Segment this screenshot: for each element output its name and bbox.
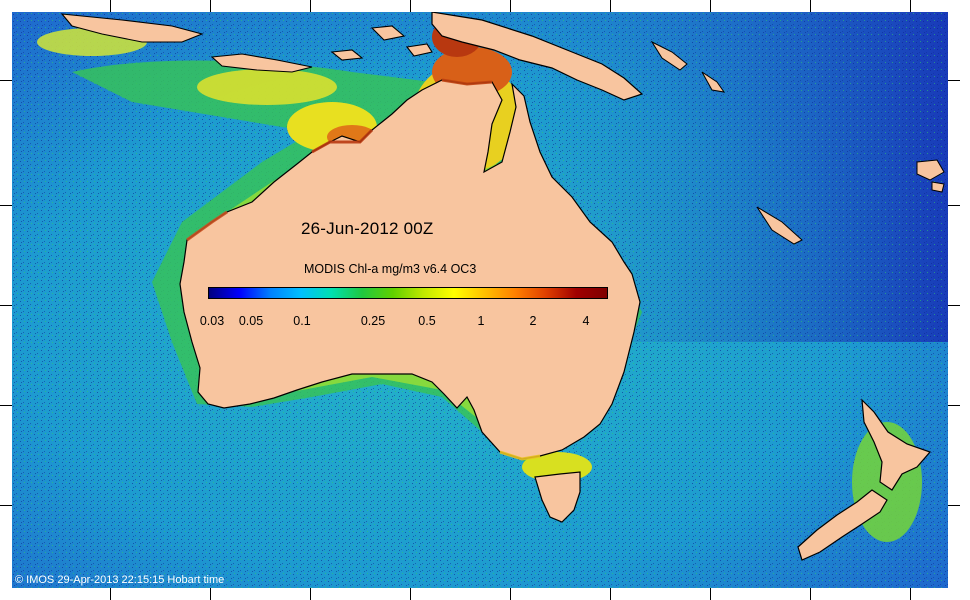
new-guinea-landmass <box>431 12 644 101</box>
frame-tick <box>948 405 960 406</box>
frame-tick <box>110 588 111 600</box>
new-zealand-landmass <box>797 398 932 561</box>
frame-tick <box>610 0 611 12</box>
chlorophyll-map[interactable] <box>12 12 948 588</box>
map-canvas <box>12 12 948 588</box>
frame-tick <box>948 80 960 81</box>
colorbar-title: MODIS Chl-a mg/m3 v6.4 OC3 <box>304 262 477 276</box>
frame-tick <box>948 305 960 306</box>
colorbar-tick-label: 0.05 <box>238 314 264 328</box>
frame-tick <box>110 0 111 12</box>
copyright-credit: © IMOS 29-Apr-2013 22:15:15 Hobart time <box>15 574 225 586</box>
colorbar <box>208 287 608 299</box>
frame-tick <box>410 0 411 12</box>
frame-tick <box>948 205 960 206</box>
tasmania-landmass <box>534 471 581 523</box>
colorbar-tick-label: 0.5 <box>418 314 436 328</box>
frame-tick <box>0 305 12 306</box>
pacific-islands <box>650 40 945 245</box>
colorbar-tick-label: 2 <box>529 314 537 328</box>
colorbar-tick-label: 1 <box>477 314 485 328</box>
frame-tick <box>910 0 911 12</box>
frame-tick <box>710 0 711 12</box>
colorbar-tick-label: 0.03 <box>199 314 225 328</box>
frame-tick <box>0 405 12 406</box>
frame-tick <box>310 0 311 12</box>
frame-tick <box>810 0 811 12</box>
colorbar-tick-label: 4 <box>582 314 590 328</box>
coastline-accents <box>186 78 541 461</box>
frame-tick <box>510 0 511 12</box>
frame-tick <box>510 588 511 600</box>
frame-tick <box>210 0 211 12</box>
date-label: 26-Jun-2012 00Z <box>301 219 434 238</box>
colorbar-tick-label: 0.25 <box>360 314 386 328</box>
frame-tick <box>710 588 711 600</box>
frame-tick <box>310 588 311 600</box>
frame-tick <box>0 80 12 81</box>
frame-tick <box>0 505 12 506</box>
frame-tick <box>410 588 411 600</box>
frame-tick <box>948 505 960 506</box>
frame-tick <box>210 588 211 600</box>
indonesia-islands <box>60 13 433 73</box>
frame-tick <box>810 588 811 600</box>
colorbar-tick-label: 0.1 <box>293 314 311 328</box>
frame-tick <box>0 205 12 206</box>
australia-landmass <box>179 79 641 460</box>
frame-tick <box>610 588 611 600</box>
frame-tick <box>910 588 911 600</box>
